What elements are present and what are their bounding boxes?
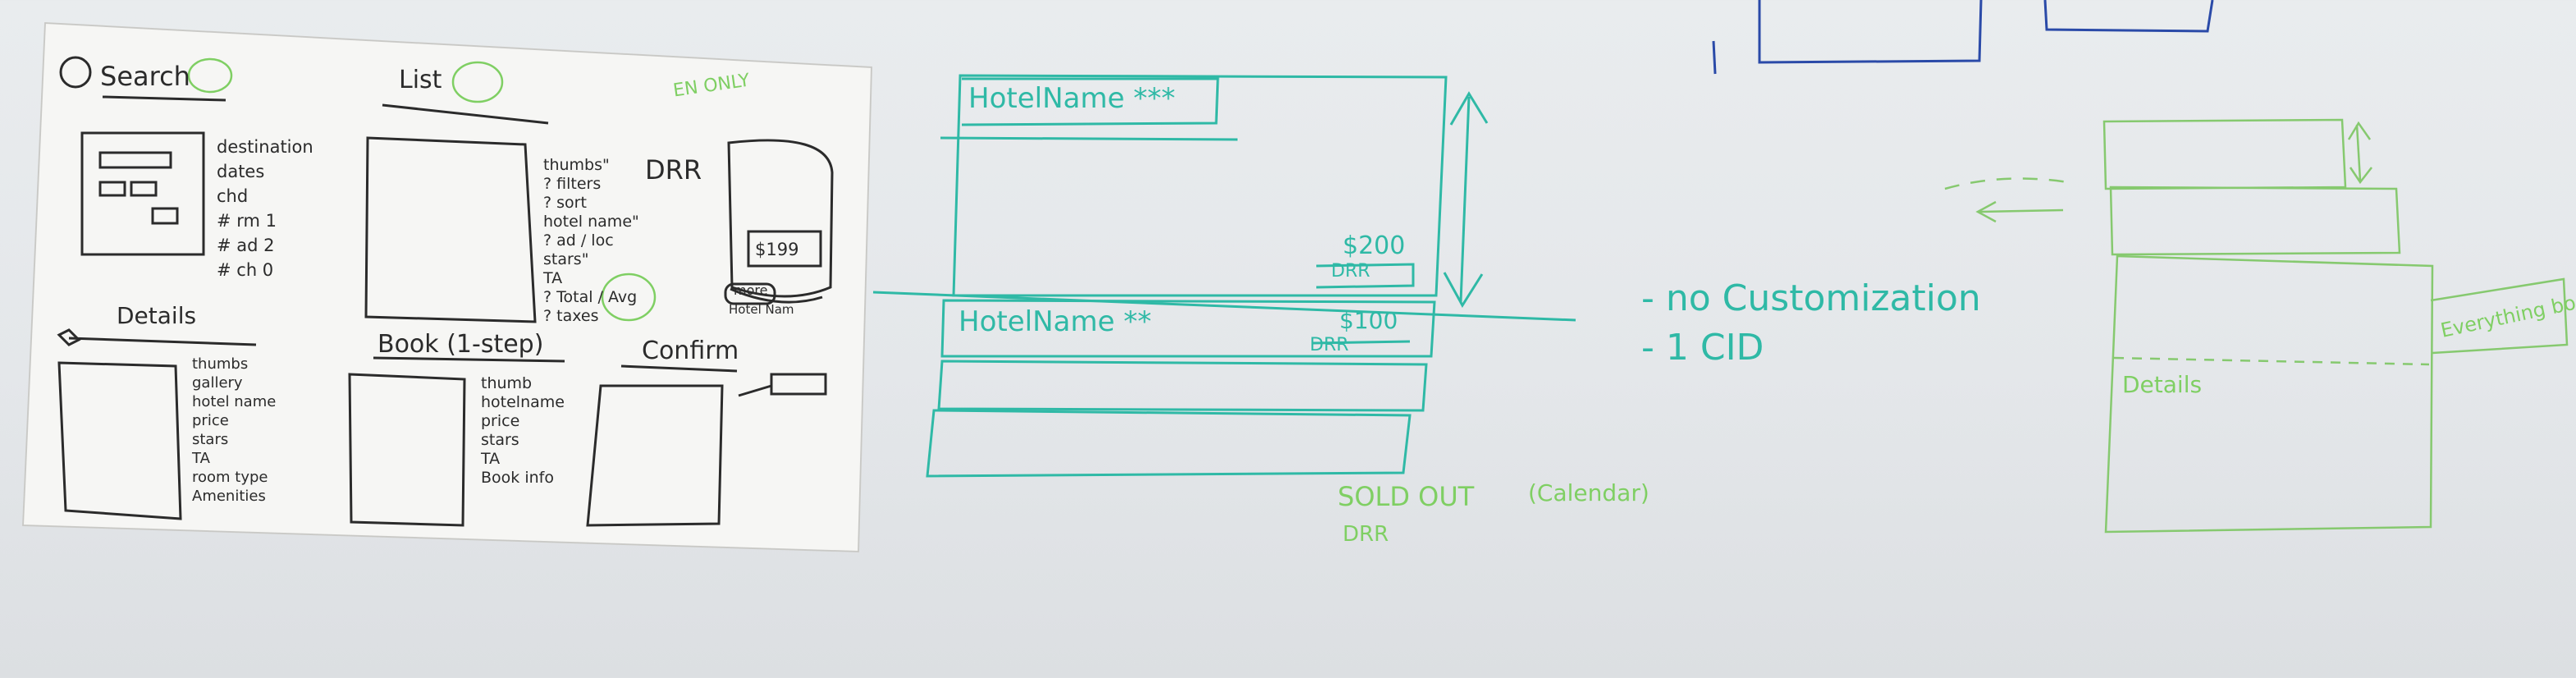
details-label: Details: [2122, 371, 2203, 398]
list-item: hotel name: [192, 393, 277, 410]
sold-out-note: (Calendar): [1528, 479, 1649, 506]
list-item-1-drr: DRR: [1331, 261, 1370, 282]
list-item-2-price: $100: [1339, 307, 1398, 334]
details-card: [2104, 254, 2434, 534]
list-item: hotel name": [543, 213, 639, 231]
map-price: $199: [755, 240, 799, 259]
list-item: dates: [217, 162, 265, 181]
list-item: ? filters: [543, 175, 602, 193]
list-item-3-card: [937, 360, 1428, 412]
note-no-customization: - no Customization: [1641, 277, 1981, 319]
list-item: gallery: [192, 374, 243, 392]
details-title: Details: [117, 302, 197, 329]
map-wireframe: [727, 139, 834, 298]
list-item: price: [192, 412, 229, 429]
list-title: List: [399, 66, 442, 94]
search-title: Search: [100, 61, 190, 92]
list-item-4-card: [926, 409, 1412, 478]
list-item: room type: [192, 469, 268, 486]
book-field-list: thumb hotelname price stars TA Book info: [481, 374, 565, 488]
list-item: ? Total / Avg: [543, 288, 638, 306]
list-item: ? sort: [543, 194, 587, 212]
search-circle-icon: [59, 56, 92, 89]
book-title: Book (1-step): [377, 330, 544, 359]
map-hotelname: Hotel Nam: [729, 302, 794, 317]
list-item: Amenities: [192, 488, 266, 505]
list-item-1-name: HotelName ***: [968, 82, 1176, 115]
list-item-2-card: [940, 299, 1436, 358]
confirm-wireframe: [586, 384, 724, 527]
list-item: TA: [543, 269, 563, 287]
map-more: more: [734, 282, 768, 298]
list-item: TA: [481, 450, 501, 468]
list-item-1-price: $200: [1343, 231, 1406, 260]
list-item-2-drr: DRR: [1310, 335, 1349, 355]
list-item: # rm 1: [217, 211, 277, 231]
sold-out-drr: DRR: [1343, 522, 1389, 547]
details-wireframe: [57, 361, 182, 520]
list-item: chd: [217, 186, 249, 206]
list-item: stars: [481, 431, 519, 449]
list-item: stars: [192, 431, 229, 448]
list-wireframe: [364, 136, 537, 323]
book-wireframe: [348, 373, 466, 527]
list-drr: DRR: [645, 154, 702, 186]
list-item: ? taxes: [543, 307, 599, 325]
list-item: # ch 0: [217, 260, 274, 280]
details-field-list: thumbs gallery hotel name price stars TA…: [192, 355, 276, 506]
list-item: thumb: [481, 374, 533, 392]
list-item: # ad 2: [217, 236, 275, 255]
search-wireframe: [80, 131, 205, 256]
note-one-cid: - 1 CID: [1641, 327, 1764, 369]
list-item: TA: [192, 450, 210, 467]
list-item: stars": [543, 250, 589, 268]
list-item: thumbs": [543, 156, 610, 174]
list-item: price: [481, 412, 520, 430]
list-field-list: thumbs" ? filters ? sort hotel name" ? a…: [543, 156, 639, 326]
search-field-list: destination dates chd # rm 1 # ad 2 # ch…: [217, 135, 313, 282]
confirm-title: Confirm: [642, 337, 739, 365]
list-item: Book info: [481, 469, 554, 487]
scroll-arrow: [1459, 96, 1471, 303]
list-item: destination: [217, 137, 313, 157]
list-item: hotelname: [481, 393, 565, 411]
list-item-1-card: [952, 74, 1448, 297]
sold-out-label: SOLD OUT: [1338, 481, 1475, 512]
list-item: thumbs: [192, 355, 249, 373]
list-item: ? ad / loc: [543, 231, 614, 250]
list-item-2-name: HotelName **: [959, 305, 1152, 338]
